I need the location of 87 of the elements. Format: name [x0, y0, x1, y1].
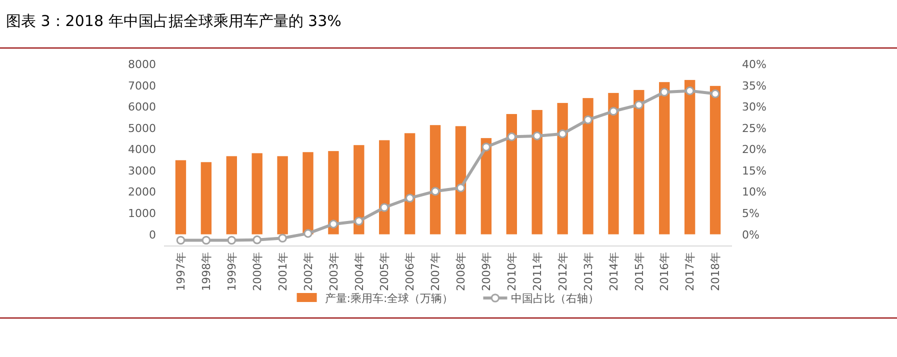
bar: [252, 153, 262, 234]
x-tick-label: 1998年: [200, 252, 214, 291]
y-tick-label: 0: [149, 228, 156, 242]
bar: [608, 92, 619, 234]
bar: [404, 133, 416, 234]
x-tick-label: 2003年: [327, 252, 340, 291]
bar: [277, 156, 288, 234]
point: [482, 142, 491, 152]
point: [354, 216, 364, 226]
x-tick-label: 2009年: [480, 252, 494, 291]
y-tick-label: 4000: [128, 143, 156, 156]
x-tick-label: 2006年: [404, 252, 417, 291]
y-tick-label: 6000: [128, 100, 156, 114]
point: [634, 100, 644, 110]
y2-tick-label: 10%: [742, 186, 766, 199]
x-tick-label: 2013年: [582, 252, 595, 291]
x-tick-label: 2005年: [378, 252, 392, 291]
x-tick-label: 2008年: [454, 252, 468, 291]
y-tick-label: 1000: [128, 207, 156, 220]
bar: [506, 114, 517, 234]
x-tick-label: 1999年: [225, 252, 238, 291]
bar: [379, 140, 390, 234]
y2-tick-label: 0%: [742, 228, 760, 242]
x-tick-label: 1997年: [174, 252, 188, 291]
point: [227, 236, 236, 245]
bar: [710, 86, 721, 234]
x-tick-label: 2016年: [658, 252, 672, 291]
bar: [634, 90, 644, 234]
bar: [684, 80, 696, 234]
point: [202, 236, 211, 245]
point: [430, 186, 440, 196]
bar: [659, 82, 670, 234]
x-tick-label: 2014年: [607, 252, 620, 291]
point: [456, 183, 466, 192]
y-tick-label: 2000: [128, 186, 156, 199]
bar: [200, 162, 212, 234]
bar: [455, 126, 466, 234]
bar: [582, 98, 594, 234]
y2-tick-label: 40%: [742, 58, 766, 71]
y2-tick-label: 35%: [742, 79, 766, 92]
legend-label: 产量:乘用车:全球（万辆）: [324, 292, 454, 305]
x-tick-label: 2015年: [632, 252, 646, 291]
point: [278, 234, 287, 243]
bar: [480, 138, 492, 234]
point: [710, 89, 720, 98]
bar: [302, 152, 314, 234]
y2-tick-label: 15%: [742, 164, 766, 178]
y2-tick-label: 20%: [742, 143, 766, 156]
bar: [328, 151, 339, 234]
point: [405, 194, 414, 203]
bar: [557, 102, 568, 234]
x-tick-label: 2004年: [352, 252, 366, 291]
point: [176, 236, 186, 245]
point: [252, 235, 262, 244]
y2-tick-label: 5%: [742, 207, 760, 220]
x-tick-label: 2017年: [684, 252, 697, 291]
y-tick-label: 3000: [128, 164, 156, 178]
bar: [430, 125, 441, 234]
y-tick-label: 5000: [128, 122, 156, 135]
point: [660, 88, 669, 96]
point: [609, 106, 618, 116]
x-tick-label: 2007年: [429, 252, 442, 291]
y2-tick-label: 30%: [742, 100, 766, 114]
point: [380, 203, 389, 212]
bar: [175, 160, 186, 234]
y-tick-label: 7000: [128, 79, 156, 92]
bar: [354, 145, 364, 234]
x-tick-label: 2018年: [709, 252, 722, 291]
point: [507, 132, 516, 142]
legend-label: 中国占比（右轴）: [511, 292, 600, 305]
point: [685, 86, 694, 96]
x-tick-label: 2011年: [530, 252, 544, 291]
x-tick-label: 2012年: [556, 252, 570, 291]
bar: [532, 110, 542, 234]
point: [584, 115, 592, 124]
x-tick-label: 2002年: [302, 252, 315, 291]
x-tick-label: 2000年: [250, 252, 264, 291]
x-tick-label: 2001年: [276, 252, 290, 291]
point: [304, 229, 312, 238]
point: [329, 220, 338, 228]
chart-title: 图表 3：2018 年中国占据全球乘用车产量的 33%: [6, 12, 342, 30]
point: [558, 129, 567, 138]
y2-tick-label: 25%: [742, 122, 766, 135]
point: [532, 132, 542, 140]
bar: [226, 156, 237, 234]
y-tick-label: 8000: [128, 58, 156, 71]
x-tick-label: 2010年: [505, 252, 518, 291]
